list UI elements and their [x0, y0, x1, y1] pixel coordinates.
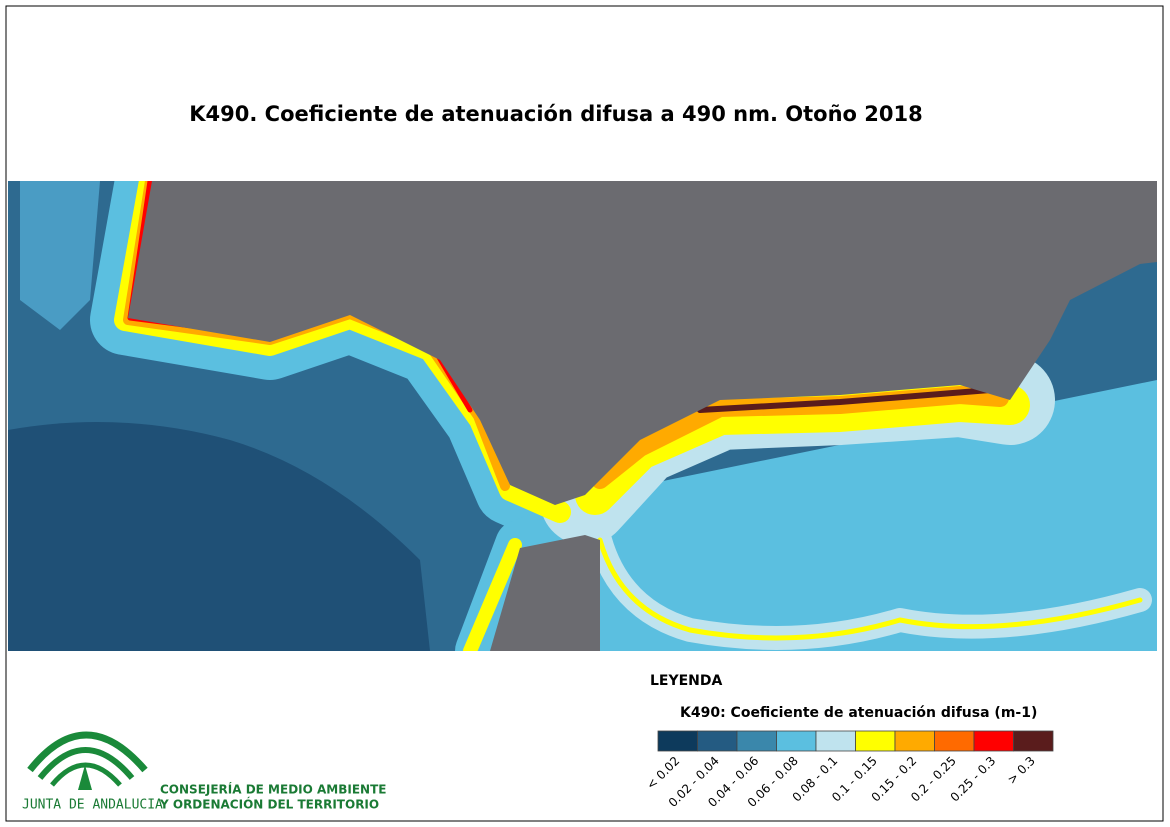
legend-swatch [815, 730, 856, 752]
legend-swatch [973, 730, 1014, 752]
legend-swatch [1013, 730, 1054, 752]
legend-swatch [855, 730, 896, 752]
legend-swatch [697, 730, 738, 752]
map-title: K490. Coeficiente de atenuación difusa a… [189, 102, 922, 126]
legend-swatch [736, 730, 777, 752]
legend-swatch [934, 730, 975, 752]
legend-heading: LEYENDA [650, 673, 723, 689]
logo-line1: CONSEJERÍA DE MEDIO AMBIENTE [160, 782, 386, 797]
legend-swatch [657, 730, 698, 752]
legend-swatch [776, 730, 817, 752]
logo-name: JUNTA DE ANDALUCIA [22, 798, 163, 813]
map [8, 181, 1157, 651]
logo-line2: Y ORDENACIÓN DEL TERRITORIO [159, 797, 379, 812]
logo: JUNTA DE ANDALUCIA CONSEJERÍA DE MEDIO A… [22, 731, 386, 813]
legend-swatch [894, 730, 935, 752]
legend-title: K490: Coeficiente de atenuación difusa (… [680, 705, 1037, 721]
